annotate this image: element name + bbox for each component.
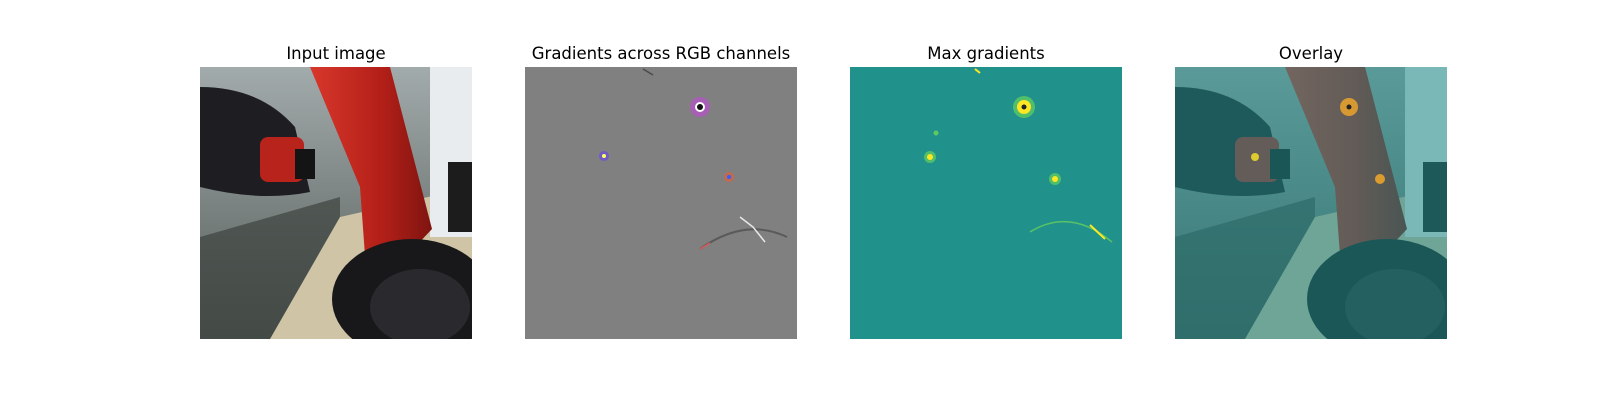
max-gradient-map (850, 67, 1122, 339)
panel-input-image: Input image (200, 40, 472, 339)
rgb-gradient-map (525, 67, 797, 339)
max-gradient-hotspot (1013, 96, 1035, 118)
overlay-image (1175, 67, 1447, 339)
gradient-hotspot (724, 172, 734, 182)
overlay-hotspot (1375, 174, 1385, 184)
panel-rgb-gradients: Gradients across RGB channels (525, 40, 797, 339)
panel-overlay: Overlay (1175, 40, 1447, 339)
overlay-hotspot (1340, 98, 1358, 116)
gradient-hotspot (690, 97, 710, 117)
panel-max-gradients: Max gradients (850, 40, 1122, 339)
gradient-hotspot (599, 151, 609, 161)
panel-title: Max gradients (927, 44, 1045, 63)
max-gradient-hotspot (924, 151, 936, 163)
panel-title: Input image (286, 44, 386, 63)
overlay-hotspot (1251, 153, 1259, 161)
overlay-tint (1175, 67, 1447, 339)
panel-title: Gradients across RGB channels (531, 44, 791, 63)
max-gradient-hotspot (1049, 173, 1061, 185)
panel-title: Overlay (1278, 44, 1344, 63)
input-image (200, 67, 472, 339)
